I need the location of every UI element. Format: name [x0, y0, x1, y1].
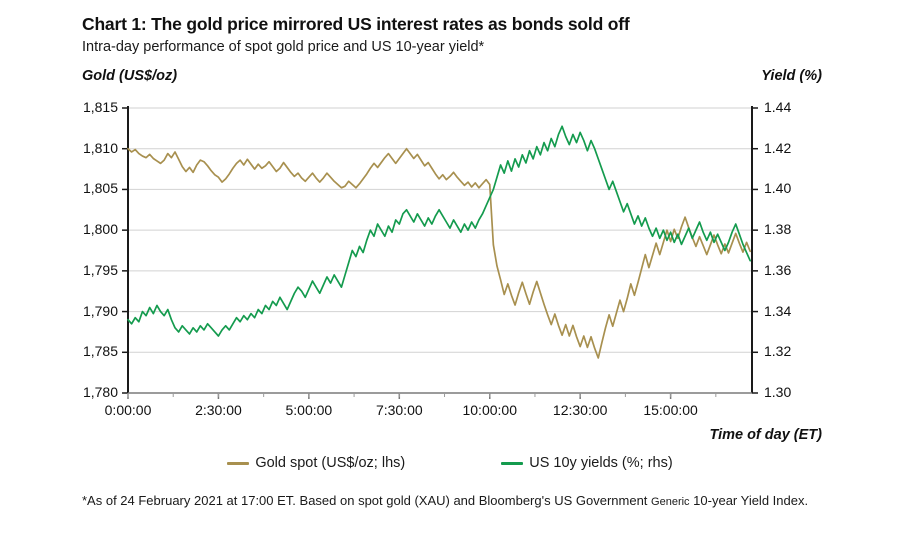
page-subtitle: Intra-day performance of spot gold price…	[82, 39, 485, 55]
left-tick-label: 1,790	[82, 302, 118, 319]
chart-legend: Gold spot (US$/oz; lhs) US 10y yields (%…	[0, 455, 900, 471]
legend-swatch-gold	[227, 461, 250, 465]
legend-label-yield: US 10y yields (%; rhs)	[529, 455, 673, 471]
x-axis-title: Time of day (ET)	[709, 427, 822, 443]
x-tick-label: 12:30:00	[552, 402, 608, 418]
right-tick-label: 1.30	[764, 384, 792, 400]
footnote: *As of 24 February 2021 at 17:00 ET. Bas…	[82, 492, 822, 511]
legend-swatch-yield	[501, 461, 524, 465]
left-tick-label: 1,795	[82, 261, 118, 278]
footnote-part1: *As of 24 February 2021 at 17:00 ET. Bas…	[82, 493, 652, 508]
page-title: Chart 1: The gold price mirrored US inte…	[82, 14, 630, 34]
right-tick-label: 1.32	[764, 343, 792, 360]
x-tick-label: 10:00:00	[462, 402, 517, 418]
legend-item-yield: US 10y yields (%; rhs)	[501, 455, 673, 471]
left-tick-label: 1,805	[82, 180, 118, 197]
legend-item-gold: Gold spot (US$/oz; lhs)	[227, 455, 405, 471]
left-tick-label: 1,810	[82, 139, 118, 156]
left-tick-label: 1,815	[82, 99, 118, 115]
x-tick-label: 0:00:00	[104, 402, 152, 418]
right-tick-label: 1.38	[764, 221, 792, 238]
right-tick-label: 1.34	[764, 302, 792, 319]
legend-label-gold: Gold spot (US$/oz; lhs)	[255, 455, 406, 471]
left-tick-label: 1,800	[82, 221, 118, 238]
right-tick-label: 1.42	[764, 139, 792, 156]
footnote-part2: 10-year Yield Index.	[689, 493, 809, 508]
left-tick-label: 1,780	[82, 384, 118, 400]
right-tick-label: 1.40	[764, 180, 792, 197]
right-tick-label: 1.36	[764, 261, 792, 278]
x-tick-label: 2:30:00	[195, 402, 242, 418]
right-tick-label: 1.44	[764, 99, 792, 115]
footnote-generic: Generic	[651, 496, 690, 508]
left-tick-label: 1,785	[82, 343, 118, 360]
right-axis-title: Yield (%)	[761, 68, 822, 84]
left-axis-title: Gold (US$/oz)	[82, 68, 178, 84]
x-tick-label: 15:00:00	[643, 402, 698, 418]
x-tick-label: 7:30:00	[375, 402, 423, 418]
x-tick-label: 5:00:00	[285, 402, 333, 418]
